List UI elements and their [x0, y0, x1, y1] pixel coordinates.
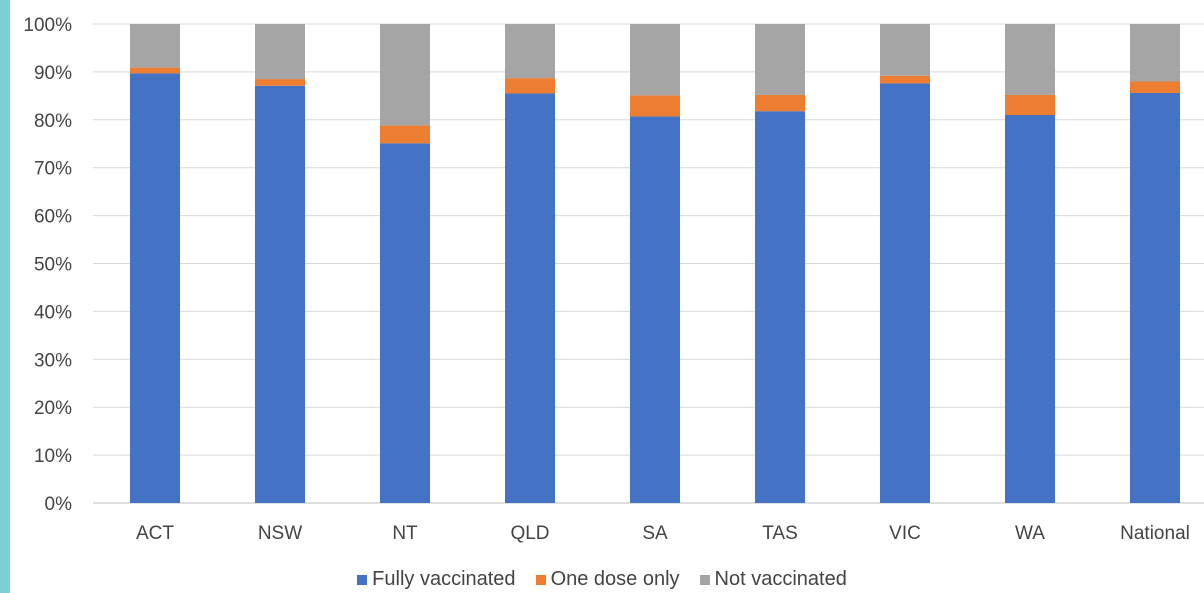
- y-tick-label: 10%: [34, 446, 72, 467]
- x-axis-labels: ACT NSW NT QLD SA TAS VIC WA National: [136, 523, 1190, 544]
- bar-fully-vaccinated: [255, 85, 305, 503]
- bar-one-dose-only: [1005, 94, 1055, 116]
- x-tick-label: NT: [392, 523, 418, 544]
- bar-fully-vaccinated: [880, 83, 930, 504]
- bar-fully-vaccinated: [630, 116, 680, 504]
- x-tick-label: VIC: [889, 523, 921, 544]
- legend-swatch: [699, 574, 710, 585]
- x-tick-label: QLD: [510, 523, 549, 544]
- bar-not-vaccinated: [630, 24, 680, 96]
- y-tick-label: 70%: [34, 159, 72, 180]
- stacked-bar-chart: 0% 10% 20% 30% 40% 50% 60% 70% 80% 90% 100% ACT NSW…: [23, 15, 1204, 544]
- y-tick-label: 60%: [34, 207, 72, 228]
- bar-one-dose-only: [380, 125, 430, 144]
- bar-not-vaccinated: [1005, 24, 1055, 95]
- bar-one-dose-only: [130, 67, 180, 74]
- bar-one-dose-only: [630, 95, 680, 117]
- bar-fully-vaccinated: [1130, 92, 1180, 503]
- legend-swatch: [535, 574, 546, 585]
- y-tick-label: 40%: [34, 302, 72, 323]
- legend-label: Not vaccinated: [714, 568, 847, 590]
- legend-label: Fully vaccinated: [372, 568, 516, 590]
- bar-one-dose-only: [755, 94, 805, 112]
- x-tick-label: NSW: [258, 523, 302, 544]
- bar-not-vaccinated: [130, 24, 180, 68]
- x-tick-label: SA: [642, 523, 668, 544]
- bar-not-vaccinated: [880, 24, 930, 76]
- bar-not-vaccinated: [380, 24, 430, 126]
- x-tick-label: National: [1120, 523, 1190, 544]
- legend-label: One dose only: [550, 568, 680, 590]
- x-tick-label: ACT: [136, 523, 174, 544]
- bar-one-dose-only: [1130, 81, 1180, 93]
- y-tick-label: 50%: [34, 255, 72, 276]
- legend: Fully vaccinated One dose only Not vaccina…: [0, 566, 1204, 593]
- bar-not-vaccinated: [755, 24, 805, 95]
- bar-not-vaccinated: [1130, 24, 1180, 82]
- bar-not-vaccinated: [505, 24, 555, 79]
- legend-item: One dose only: [535, 566, 680, 593]
- x-tick-label: TAS: [762, 523, 798, 544]
- left-accent-strip: [0, 0, 10, 593]
- y-tick-label: 30%: [34, 350, 72, 371]
- y-tick-label: 90%: [34, 63, 72, 84]
- bar-one-dose-only: [505, 78, 555, 94]
- bar-fully-vaccinated: [1005, 115, 1055, 503]
- y-tick-label: 100%: [23, 15, 72, 36]
- legend-swatch: [357, 574, 368, 585]
- y-tick-label: 20%: [34, 398, 72, 419]
- x-tick-label: WA: [1015, 523, 1045, 544]
- y-tick-label: 80%: [34, 111, 72, 132]
- bar-fully-vaccinated: [505, 93, 555, 503]
- bar-fully-vaccinated: [130, 73, 180, 503]
- bar-not-vaccinated: [255, 24, 305, 80]
- y-axis-labels: 0% 10% 20% 30% 40% 50% 60% 70% 80% 90% 100%: [23, 15, 72, 515]
- legend-item: Not vaccinated: [699, 566, 847, 593]
- y-tick-label: 0%: [45, 494, 73, 515]
- legend-item: Fully vaccinated: [357, 566, 516, 593]
- bar-fully-vaccinated: [380, 143, 430, 503]
- bar-one-dose-only: [880, 75, 930, 84]
- bar-one-dose-only: [255, 79, 305, 86]
- bars: [130, 24, 1180, 504]
- bar-fully-vaccinated: [755, 111, 805, 503]
